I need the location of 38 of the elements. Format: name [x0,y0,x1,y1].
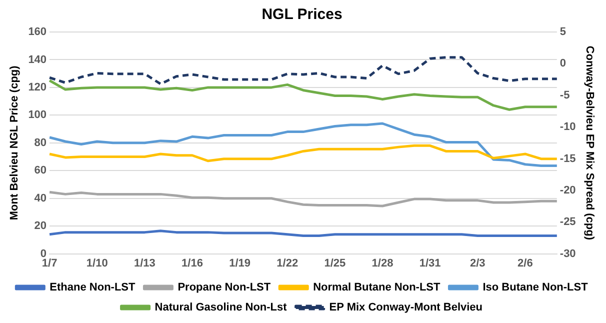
y-tick-label: 40 [34,192,47,204]
y-axis-title: Mont Belvieu NGL Price (cpg) [8,65,21,220]
y2-tick-label: -20 [560,184,576,196]
legend-label: Propane Non-LST [178,282,271,294]
y2-tick-label: -25 [560,216,576,228]
y-tick-label: 0 [40,248,47,260]
x-tick-label: 1/31 [419,257,441,270]
legend-label: Ethane Non-LST [50,282,136,294]
x-tick-label: 1/10 [86,257,108,270]
y-tick-label: 140 [28,54,47,66]
legend-label: Normal Butane Non-LST [313,282,441,294]
x-tick-label: 1/19 [229,257,251,270]
y2-tick-label: -10 [560,121,576,134]
legend-label: EP Mix Conway-Mont Belvieu [329,302,483,314]
y-tick-label: 80 [34,136,47,149]
x-tick-label: 2/3 [470,257,486,270]
y-tick-label: 20 [34,220,47,232]
legend-label: Natural Gasoline Non-Lst [154,302,288,314]
x-tick-label: 1/13 [134,257,156,270]
x-tick-label: 1/25 [324,257,346,270]
y2-tick-label: 5 [560,26,566,38]
y2-axis-title: Conway-Belvieu EP Mix Spread (cpg) [583,46,596,240]
x-tick-label: 2/6 [518,257,533,270]
y2-tick-label: -5 [560,89,570,102]
chart-title: NGL Prices [262,6,342,24]
x-tick-label: 1/22 [276,257,298,270]
y2-tick-label: 0 [560,58,566,70]
y-tick-label: 60 [34,164,47,177]
line-series [48,56,558,86]
x-tick-label: 1/7 [42,257,58,270]
legend-label: Iso Butane Non-LST [482,282,588,294]
y-tick-label: 160 [28,26,47,38]
y-tick-label: 120 [28,81,47,94]
y-tick-label: 100 [28,109,47,122]
x-tick-label: 1/16 [182,257,203,270]
x-tick-label: 1/28 [372,257,394,270]
y2-tick-label: -30 [560,248,576,260]
y2-tick-label: -15 [560,152,576,165]
